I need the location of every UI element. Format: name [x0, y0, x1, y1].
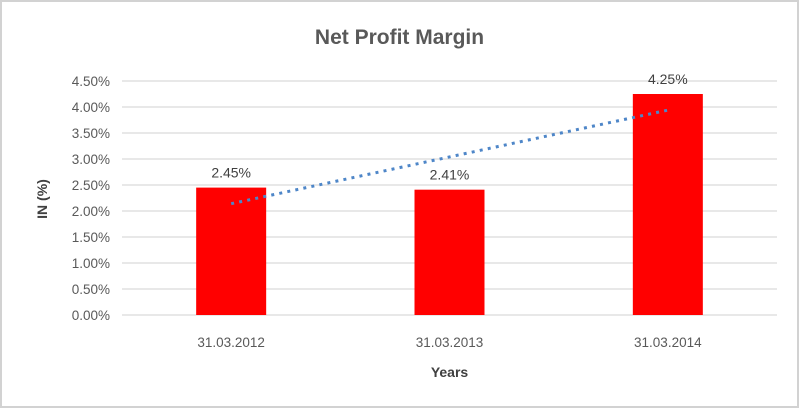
x-tick-label: 31.03.2014 [634, 335, 702, 350]
data-label: 2.41% [430, 167, 470, 183]
y-tick-label: 0.50% [72, 282, 110, 297]
y-tick-label: 2.00% [72, 204, 110, 219]
y-tick-label: 3.00% [72, 152, 110, 167]
chart-title: Net Profit Margin [314, 26, 485, 49]
y-tick-label: 4.00% [72, 100, 110, 115]
bar [196, 187, 267, 315]
y-tick-label: 3.50% [72, 126, 110, 141]
y-tick-label: 4.50% [72, 74, 110, 89]
x-axis-title: Years [430, 364, 469, 380]
x-tick-label: 31.03.2012 [197, 335, 265, 350]
y-tick-label: 0.00% [72, 308, 110, 323]
data-label: 2.45% [211, 165, 251, 181]
data-label: 4.25% [648, 71, 688, 87]
bar [632, 94, 703, 315]
trendline [230, 108, 669, 206]
y-tick-label: 1.00% [72, 256, 110, 271]
bar [414, 189, 485, 315]
y-tick-label: 1.50% [72, 230, 110, 245]
x-tick-label: 31.03.2013 [416, 335, 484, 350]
y-tick-label: 2.50% [72, 178, 110, 193]
